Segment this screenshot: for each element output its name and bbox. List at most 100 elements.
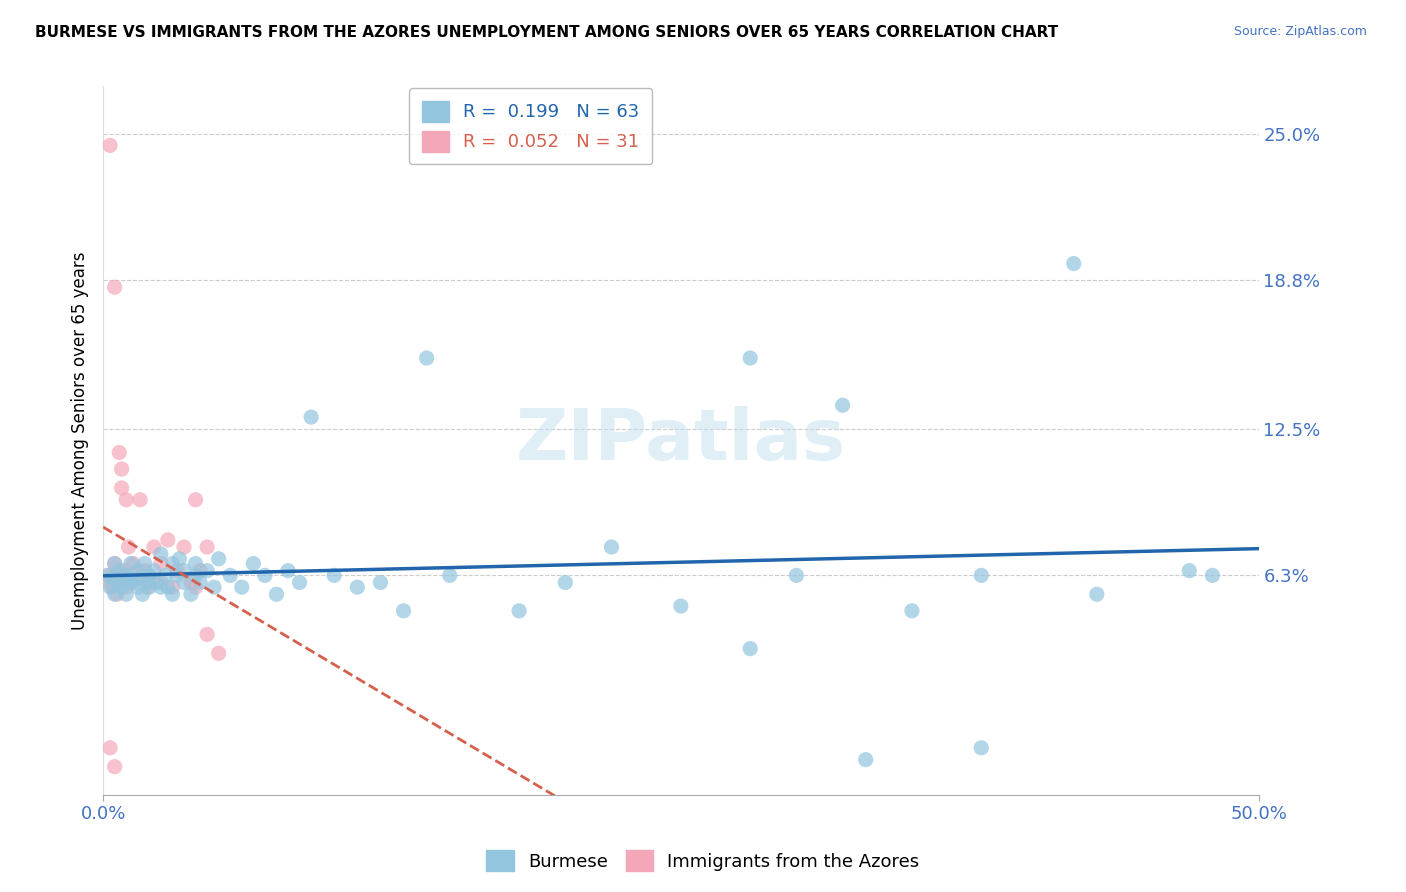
Point: [180, 587, 202, 601]
Point: [138, 580, 160, 594]
Point: [288, 575, 311, 590]
Point: [208, 551, 231, 566]
Point: [166, 564, 188, 578]
Point: [104, 280, 127, 294]
Point: [115, 575, 138, 590]
Point: [138, 568, 160, 582]
Point: [195, 564, 218, 578]
Point: [120, 575, 142, 590]
Point: [970, 740, 993, 755]
Point: [180, 575, 202, 590]
Point: [855, 753, 877, 767]
Point: [299, 410, 322, 425]
Point: [439, 568, 461, 582]
Point: [120, 557, 142, 571]
Point: [508, 604, 530, 618]
Point: [173, 564, 195, 578]
Point: [184, 580, 207, 594]
Point: [112, 564, 135, 578]
Point: [277, 564, 299, 578]
Point: [600, 540, 623, 554]
Point: [195, 540, 218, 554]
Point: [104, 557, 127, 571]
Point: [101, 580, 124, 594]
Point: [131, 587, 153, 601]
Point: [104, 587, 127, 601]
Point: [162, 557, 184, 571]
Point: [155, 568, 177, 582]
Point: [785, 568, 807, 582]
Point: [346, 580, 368, 594]
Point: [202, 580, 225, 594]
Point: [127, 571, 149, 585]
Point: [901, 604, 924, 618]
Point: [1063, 256, 1085, 270]
Point: [117, 540, 139, 554]
Text: BURMESE VS IMMIGRANTS FROM THE AZORES UNEMPLOYMENT AMONG SENIORS OVER 65 YEARS C: BURMESE VS IMMIGRANTS FROM THE AZORES UN…: [35, 25, 1059, 40]
Point: [129, 492, 152, 507]
Point: [392, 604, 415, 618]
Point: [166, 568, 188, 582]
Point: [134, 564, 156, 578]
Point: [136, 575, 159, 590]
Point: [122, 575, 145, 590]
Point: [831, 398, 853, 412]
Point: [669, 599, 692, 613]
Legend: R =  0.199   N = 63, R =  0.052   N = 31: R = 0.199 N = 63, R = 0.052 N = 31: [409, 88, 652, 164]
Point: [162, 580, 184, 594]
Point: [173, 575, 195, 590]
Legend: Burmese, Immigrants from the Azores: Burmese, Immigrants from the Azores: [479, 843, 927, 879]
Point: [136, 580, 159, 594]
Point: [104, 760, 127, 774]
Point: [112, 568, 135, 582]
Point: [195, 627, 218, 641]
Point: [184, 568, 207, 582]
Point: [188, 564, 211, 578]
Point: [1085, 587, 1108, 601]
Point: [98, 575, 121, 590]
Point: [110, 462, 132, 476]
Text: ZIPatlas: ZIPatlas: [516, 406, 846, 475]
Point: [415, 351, 437, 365]
Point: [554, 575, 576, 590]
Point: [105, 575, 128, 590]
Point: [97, 568, 120, 582]
Point: [98, 138, 121, 153]
Point: [110, 580, 132, 594]
Point: [117, 571, 139, 585]
Point: [1178, 564, 1201, 578]
Point: [219, 568, 242, 582]
Point: [145, 575, 167, 590]
Point: [253, 568, 276, 582]
Point: [156, 533, 179, 547]
Point: [208, 646, 231, 660]
Point: [115, 587, 138, 601]
Point: [138, 571, 160, 585]
Point: [149, 547, 172, 561]
Point: [108, 445, 131, 459]
Point: [323, 568, 346, 582]
Point: [98, 580, 121, 594]
Point: [970, 568, 993, 582]
Point: [143, 564, 166, 578]
Point: [370, 575, 392, 590]
Point: [184, 557, 207, 571]
Point: [149, 580, 172, 594]
Point: [184, 492, 207, 507]
Point: [162, 587, 184, 601]
Point: [156, 580, 179, 594]
Point: [101, 571, 124, 585]
Point: [108, 564, 131, 578]
Point: [169, 551, 191, 566]
Point: [105, 587, 128, 601]
Point: [115, 492, 138, 507]
Point: [266, 587, 288, 601]
Point: [97, 568, 120, 582]
Point: [149, 575, 172, 590]
Point: [127, 580, 149, 594]
Point: [108, 571, 131, 585]
Point: [173, 540, 195, 554]
Point: [98, 740, 121, 755]
Point: [149, 557, 172, 571]
Text: Source: ZipAtlas.com: Source: ZipAtlas.com: [1233, 25, 1367, 38]
